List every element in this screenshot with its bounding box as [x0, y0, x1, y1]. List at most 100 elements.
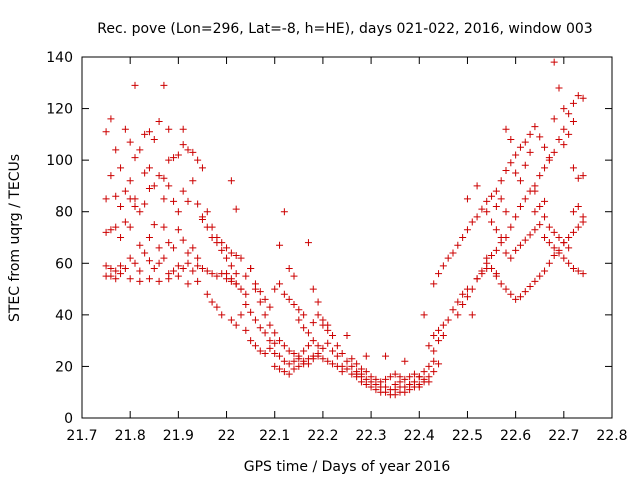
data-point	[237, 285, 245, 293]
data-point	[131, 203, 139, 211]
data-point	[420, 375, 428, 383]
data-point	[136, 267, 144, 275]
data-point	[565, 130, 573, 138]
data-point	[579, 172, 587, 180]
data-point	[516, 203, 524, 211]
data-point	[280, 368, 288, 376]
data-point	[512, 295, 520, 303]
data-point	[189, 148, 197, 156]
data-point	[391, 391, 399, 399]
data-point	[362, 368, 370, 376]
data-point	[550, 244, 558, 252]
data-point	[179, 187, 187, 195]
data-point	[574, 92, 582, 100]
data-point	[545, 239, 553, 247]
data-point	[218, 239, 226, 247]
data-point	[391, 380, 399, 388]
data-point	[150, 264, 158, 272]
data-point	[343, 365, 351, 373]
data-point	[295, 362, 303, 370]
data-point	[454, 241, 462, 249]
data-point	[430, 280, 438, 288]
data-point	[227, 275, 235, 283]
data-point	[304, 342, 312, 350]
data-point	[319, 321, 327, 329]
data-point	[348, 355, 356, 363]
data-point	[565, 234, 573, 241]
data-point	[223, 270, 231, 278]
data-point	[102, 128, 110, 136]
data-point	[165, 275, 173, 283]
data-point	[536, 272, 544, 280]
data-point	[497, 177, 505, 185]
data-point	[295, 306, 303, 314]
data-point	[295, 316, 303, 324]
data-point	[285, 264, 293, 272]
x-tick-label: 22.8	[596, 428, 627, 444]
data-point	[521, 288, 529, 296]
data-point	[165, 239, 173, 247]
data-point	[189, 244, 197, 252]
data-point	[247, 308, 255, 316]
data-point	[102, 195, 110, 203]
data-point	[285, 295, 293, 303]
data-point	[516, 293, 524, 301]
data-point	[550, 228, 558, 236]
data-point	[497, 195, 505, 203]
data-point	[203, 267, 211, 275]
data-point	[348, 362, 356, 370]
data-point	[536, 203, 544, 211]
data-point	[213, 272, 221, 280]
data-point	[401, 357, 409, 365]
data-point	[319, 344, 327, 352]
data-point	[507, 159, 515, 167]
data-point	[242, 301, 250, 309]
data-point	[208, 298, 216, 306]
data-point	[290, 357, 298, 365]
data-point	[512, 169, 520, 177]
data-point	[401, 375, 409, 383]
data-point	[420, 311, 428, 319]
data-point	[454, 311, 462, 319]
data-point	[174, 272, 182, 280]
data-point	[150, 182, 158, 190]
data-point	[574, 223, 582, 231]
data-point	[266, 321, 274, 329]
data-point	[160, 81, 168, 89]
data-point	[227, 262, 235, 270]
data-point	[203, 290, 211, 298]
data-point	[107, 226, 115, 234]
data-point	[141, 200, 149, 208]
data-point	[300, 311, 308, 319]
chart-title: Rec. pove (Lon=296, Lat=-8, h=HE), days …	[97, 21, 592, 37]
data-point	[473, 182, 481, 190]
data-point	[497, 280, 505, 288]
data-point	[565, 110, 573, 118]
data-point	[232, 280, 240, 288]
data-point	[488, 218, 496, 226]
y-tick-label: 80	[55, 205, 73, 221]
data-point	[343, 357, 351, 365]
data-point	[237, 254, 245, 262]
data-point	[430, 357, 438, 365]
data-point	[468, 285, 476, 293]
y-axis-label: STEC from uqrg / TECUs	[7, 154, 23, 322]
data-point	[271, 350, 279, 358]
data-point	[574, 203, 582, 211]
data-point	[179, 264, 187, 272]
y-tick-label: 120	[46, 102, 73, 118]
data-point	[165, 182, 173, 190]
data-point	[251, 316, 259, 324]
data-point	[574, 267, 582, 275]
data-point	[126, 223, 134, 231]
data-point	[555, 84, 563, 92]
data-point	[300, 360, 308, 368]
y-tick-label: 140	[46, 50, 73, 66]
data-point	[150, 221, 158, 229]
data-point	[492, 203, 500, 211]
data-point	[555, 246, 563, 254]
data-point	[276, 241, 284, 249]
data-point	[300, 324, 308, 332]
data-point	[271, 329, 279, 337]
